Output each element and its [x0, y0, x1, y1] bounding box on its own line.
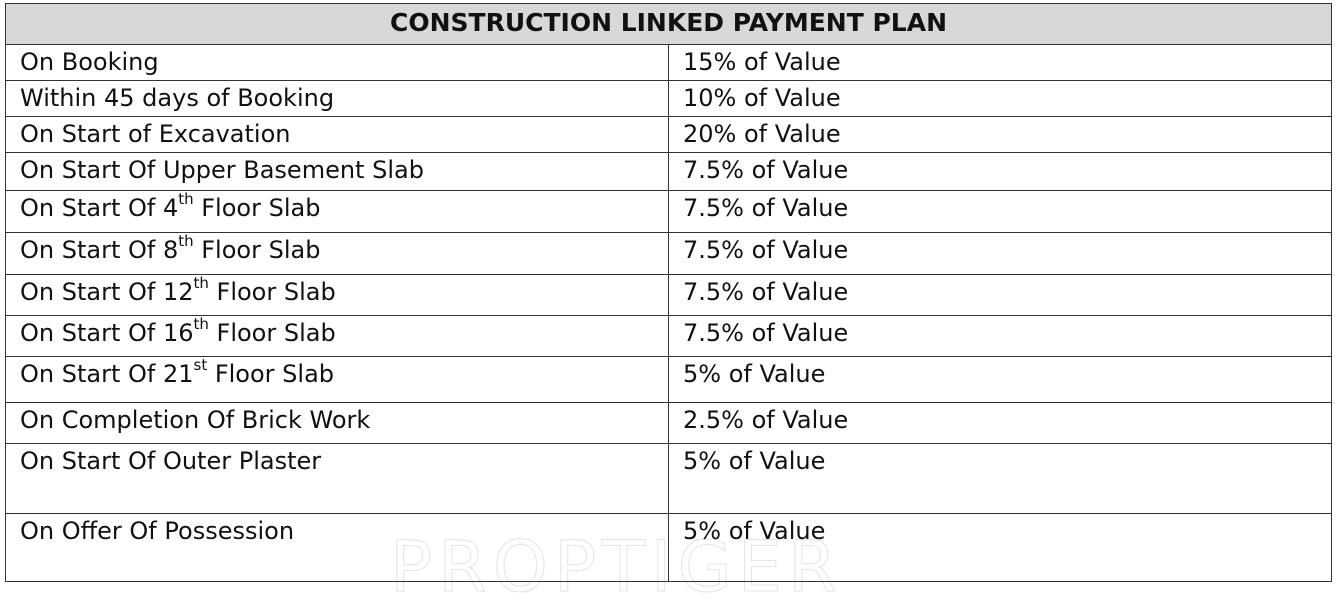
ordinal-suffix: th: [178, 232, 194, 250]
stage-cell: On Offer Of Possession: [5, 513, 669, 582]
table-row: On Start Of 8th Floor Slab 7.5% of Value: [5, 232, 1332, 275]
stage-cell: On Start Of 8th Floor Slab: [5, 232, 669, 275]
stage-text: On Start Of 21: [20, 360, 194, 388]
stage-text: Floor Slab: [193, 236, 321, 264]
table-row: On Start Of 4th Floor Slab 7.5% of Value: [5, 190, 1332, 233]
stage-cell: On Start Of 12th Floor Slab: [5, 274, 669, 316]
title-row: CONSTRUCTION LINKED PAYMENT PLAN: [5, 3, 1332, 45]
stage-cell: On Start Of 16th Floor Slab: [5, 315, 669, 357]
payment-cell: 7.5% of Value: [668, 274, 1332, 316]
stage-text: On Start Of 12: [20, 278, 194, 306]
payment-cell: 15% of Value: [668, 44, 1332, 81]
payment-cell: 7.5% of Value: [668, 232, 1332, 275]
stage-cell: On Start of Excavation: [5, 116, 669, 153]
page: PROPTIGER CONSTRUCTION LINKED PAYMENT PL…: [5, 3, 1332, 603]
payment-cell: 5% of Value: [668, 443, 1332, 514]
table-row: On Start of Excavation 20% of Value: [5, 116, 1332, 153]
stage-cell: On Start Of 4th Floor Slab: [5, 190, 669, 233]
ordinal-suffix: st: [193, 356, 208, 374]
stage-cell: On Start Of Outer Plaster: [5, 443, 669, 514]
stage-text: On Start Of 16: [20, 319, 194, 347]
table-row: On Offer Of Possession 5% of Value: [5, 513, 1332, 582]
payment-cell: 7.5% of Value: [668, 190, 1332, 233]
table-row: On Booking 15% of Value: [5, 44, 1332, 81]
table-title: CONSTRUCTION LINKED PAYMENT PLAN: [5, 3, 1332, 45]
payment-cell: 5% of Value: [668, 356, 1332, 403]
table-row: On Start Of Upper Basement Slab 7.5% of V…: [5, 152, 1332, 191]
payment-cell: 20% of Value: [668, 116, 1332, 153]
stage-cell: On Completion Of Brick Work: [5, 402, 669, 444]
ordinal-suffix: th: [193, 315, 209, 333]
ordinal-suffix: th: [178, 190, 194, 208]
table-row: Within 45 days of Booking 10% of Value: [5, 80, 1332, 117]
table-row: On Start Of 12th Floor Slab 7.5% of Value: [5, 274, 1332, 316]
payment-cell: 7.5% of Value: [668, 152, 1332, 191]
payment-cell: 10% of Value: [668, 80, 1332, 117]
stage-text: Floor Slab: [193, 194, 321, 222]
table-row: On Start Of 21st Floor Slab 5% of Value: [5, 356, 1332, 403]
table-row: On Start Of Outer Plaster 5% of Value: [5, 443, 1332, 514]
stage-text: On Start Of 8: [20, 236, 179, 264]
payment-cell: 2.5% of Value: [668, 402, 1332, 444]
stage-text: Floor Slab: [208, 278, 336, 306]
stage-cell: On Start Of Upper Basement Slab: [5, 152, 669, 191]
stage-text: On Start Of 4: [20, 194, 179, 222]
ordinal-suffix: th: [193, 274, 209, 292]
table-row: On Completion Of Brick Work 2.5% of Value: [5, 402, 1332, 444]
stage-text: Floor Slab: [208, 319, 336, 347]
stage-cell: Within 45 days of Booking: [5, 80, 669, 117]
payment-cell: 7.5% of Value: [668, 315, 1332, 357]
payment-cell: 5% of Value: [668, 513, 1332, 582]
payment-table: CONSTRUCTION LINKED PAYMENT PLAN On Book…: [5, 3, 1332, 582]
stage-cell: On Booking: [5, 44, 669, 81]
stage-text: Floor Slab: [207, 360, 335, 388]
table-row: On Start Of 16th Floor Slab 7.5% of Value: [5, 315, 1332, 357]
stage-cell: On Start Of 21st Floor Slab: [5, 356, 669, 403]
